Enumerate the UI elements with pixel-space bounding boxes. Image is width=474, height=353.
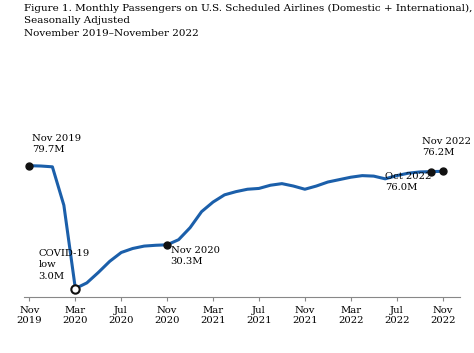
Text: Oct 2022
76.0M: Oct 2022 76.0M [385, 172, 431, 192]
Text: Figure 1. Monthly Passengers on U.S. Scheduled Airlines (Domestic + Internationa: Figure 1. Monthly Passengers on U.S. Sch… [24, 4, 472, 38]
Text: Nov 2022
76.2M: Nov 2022 76.2M [422, 137, 471, 157]
Text: Nov 2019
79.7M: Nov 2019 79.7M [32, 134, 81, 154]
Text: COVID-19
low
3.0M: COVID-19 low 3.0M [38, 249, 90, 281]
Text: Nov 2020
30.3M: Nov 2020 30.3M [171, 246, 219, 266]
